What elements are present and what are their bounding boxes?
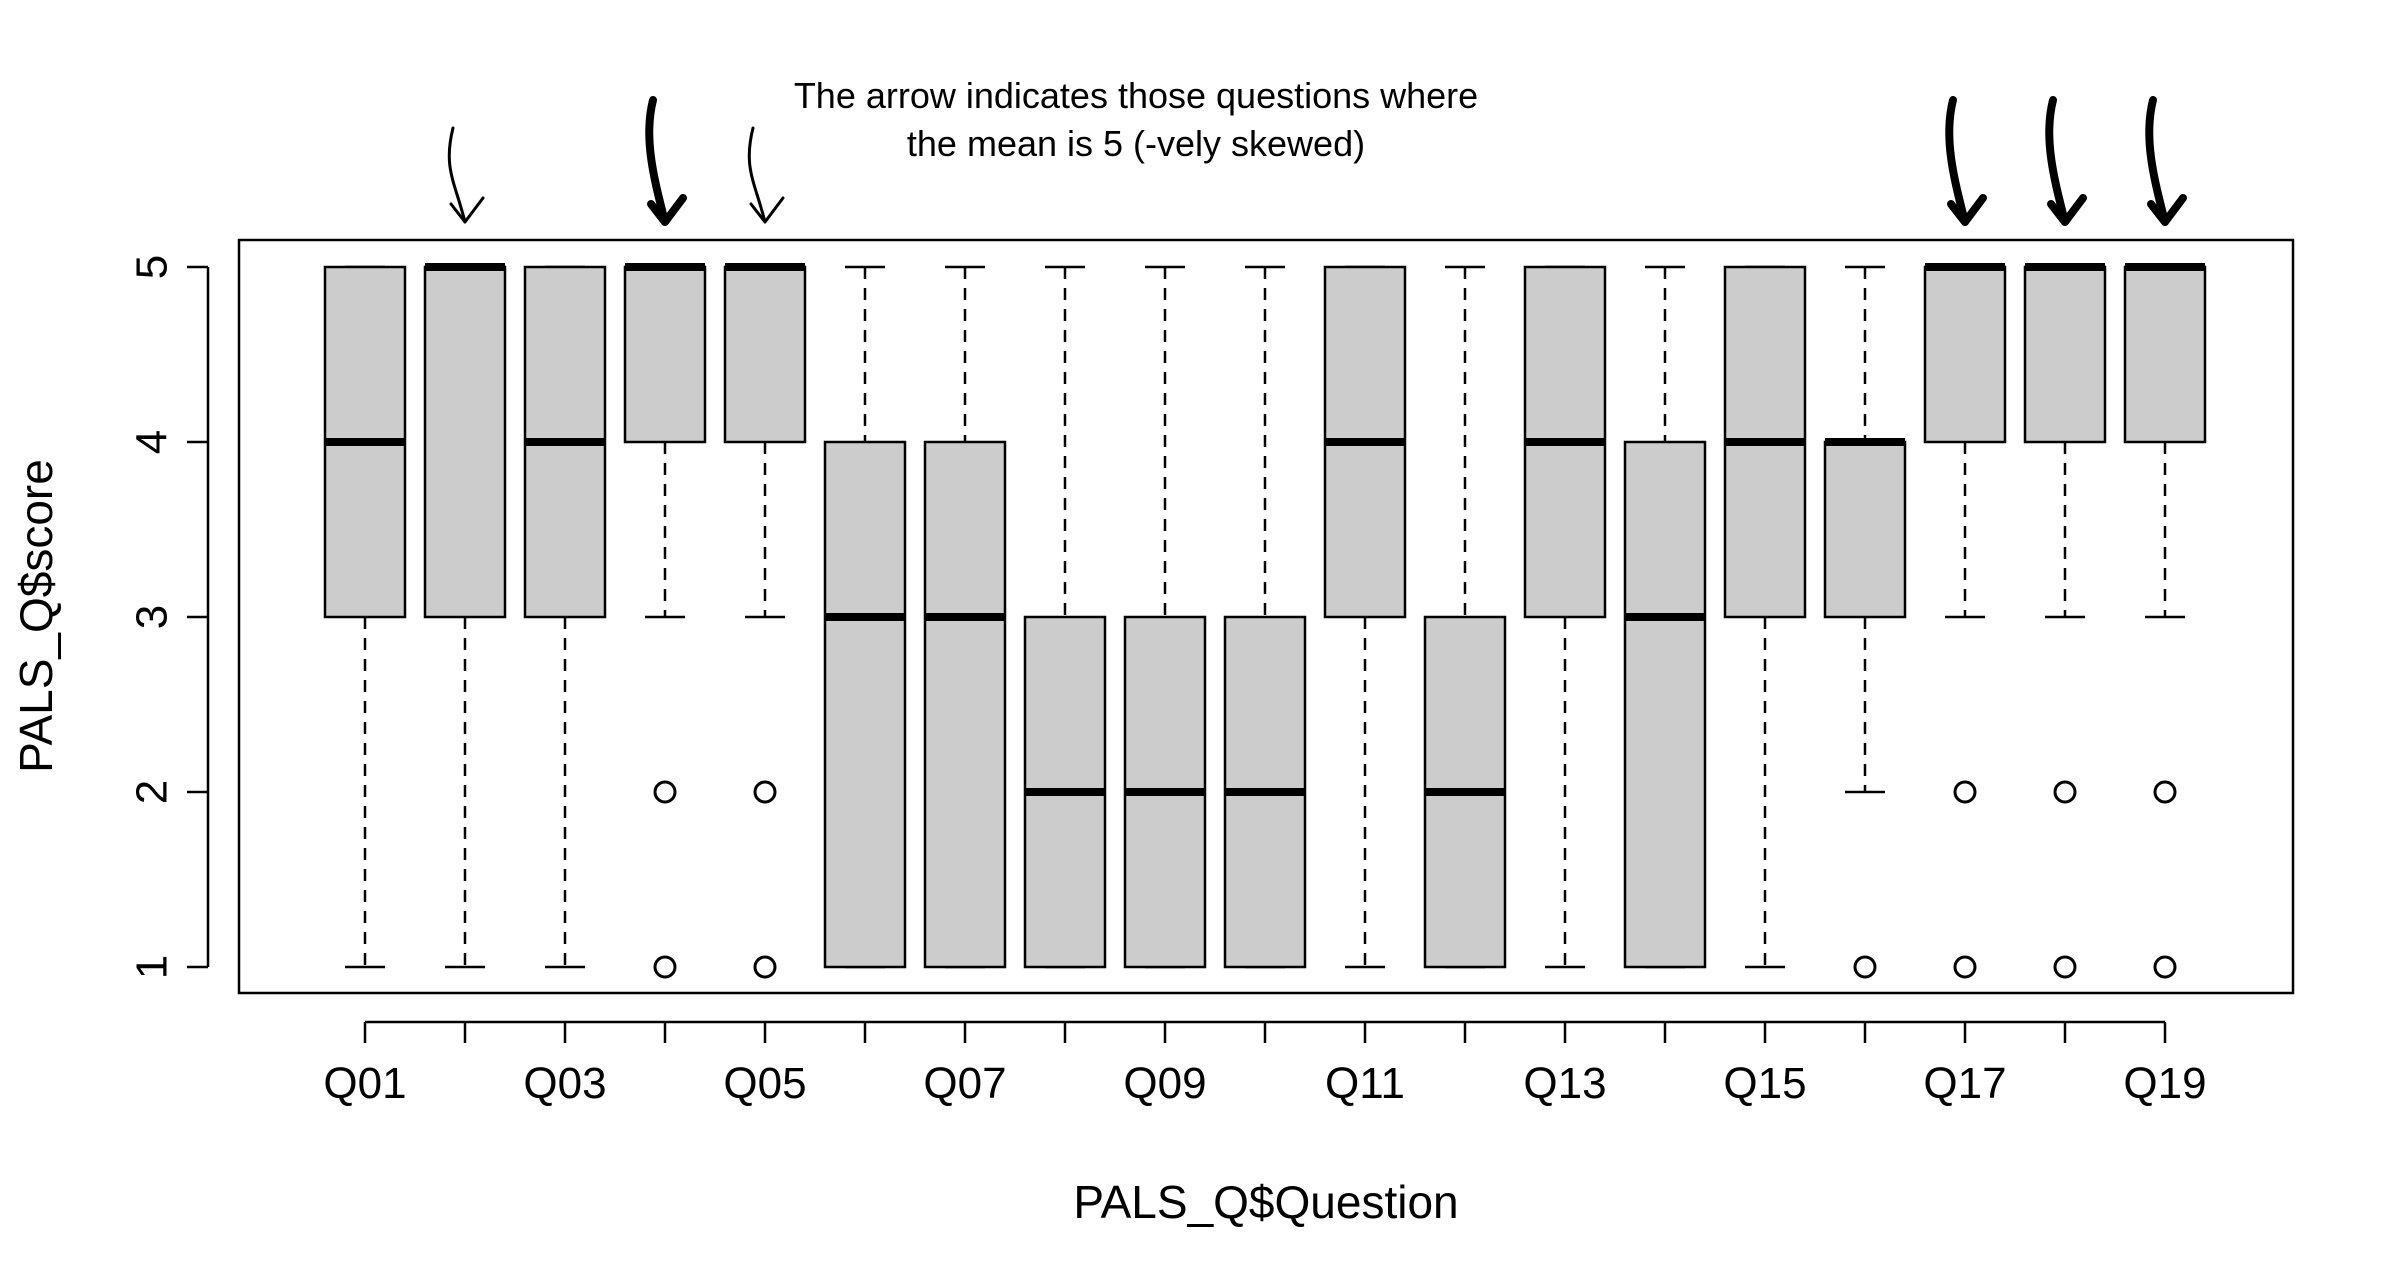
annotation-line-2: the mean is 5 (-vely skewed): [907, 123, 1365, 164]
outlier-point: [1953, 780, 1977, 804]
box-iqr: [923, 440, 1007, 969]
box-iqr: [1823, 440, 1907, 619]
outlier-point: [1853, 955, 1877, 979]
box-q18: [2023, 263, 2107, 979]
outlier-point: [2053, 780, 2077, 804]
y-tick-label: 2: [128, 780, 177, 804]
x-tick-label: Q05: [723, 1059, 806, 1108]
arrow-q18: [2045, 96, 2087, 226]
x-tick-label: Q13: [1523, 1059, 1606, 1108]
box-q17: [1923, 263, 2007, 979]
box-iqr: [423, 265, 507, 619]
boxes-layer: [323, 263, 2207, 979]
box-iqr: [1623, 440, 1707, 969]
outlier-point: [2153, 955, 2177, 979]
y-tick-label: 1: [128, 955, 177, 979]
box-q15: [1723, 265, 1807, 969]
x-tick-label: Q09: [1123, 1059, 1206, 1108]
box-q13: [1523, 265, 1607, 969]
arrow-head: [1947, 194, 1987, 226]
box-q01: [323, 265, 407, 969]
y-axis-title: PALS_Q$score: [10, 459, 62, 773]
arrow-head: [2147, 194, 2187, 226]
arrow-shaft: [1945, 96, 1969, 226]
box-q19: [2123, 263, 2207, 979]
box-q07: [923, 265, 1007, 969]
x-tick-label: Q19: [2123, 1059, 2206, 1108]
box-q10: [1223, 265, 1307, 969]
arrows-layer: [447, 96, 2187, 226]
arrow-head: [647, 194, 687, 226]
arrow-shaft: [2045, 96, 2069, 226]
box-q14: [1623, 265, 1707, 969]
box-q06: [823, 265, 907, 969]
box-iqr: [2123, 265, 2207, 444]
arrow-head: [2047, 194, 2087, 226]
box-q02: [423, 263, 507, 969]
arrow-q05: [747, 126, 785, 224]
box-q04: [623, 263, 707, 979]
box-iqr: [623, 265, 707, 444]
box-q03: [523, 265, 607, 969]
y-tick-label: 4: [128, 430, 177, 454]
annotation-line-1: The arrow indicates those questions wher…: [794, 75, 1478, 116]
arrow-shaft: [447, 126, 467, 224]
x-tick-label: Q03: [523, 1059, 606, 1108]
box-iqr: [1923, 265, 2007, 444]
x-tick-label: Q07: [923, 1059, 1006, 1108]
box-q08: [1023, 265, 1107, 969]
outlier-point: [753, 780, 777, 804]
arrow-shaft: [747, 126, 767, 224]
arrow-shaft: [645, 96, 669, 226]
outlier-point: [2153, 780, 2177, 804]
box-iqr: [823, 440, 907, 969]
y-axis: 1 2 3 4 5: [128, 255, 210, 979]
box-q05: [723, 263, 807, 979]
arrow-q02: [447, 126, 485, 224]
outlier-point: [2053, 955, 2077, 979]
box-q12: [1423, 265, 1507, 969]
box-iqr: [2023, 265, 2107, 444]
box-q11: [1323, 265, 1407, 969]
x-tick-label: Q17: [1923, 1059, 2006, 1108]
arrow-head: [449, 196, 485, 224]
x-tick-label: Q11: [1325, 1059, 1405, 1108]
box-q16: [1823, 265, 1907, 979]
y-tick-label: 5: [128, 255, 177, 279]
outlier-point: [753, 955, 777, 979]
outlier-point: [1953, 955, 1977, 979]
arrow-shaft: [2145, 96, 2169, 226]
arrow-q19: [2145, 96, 2187, 226]
x-tick-label: Q15: [1723, 1059, 1806, 1108]
arrow-head: [749, 196, 785, 224]
box-iqr: [723, 265, 807, 444]
y-tick-label: 3: [128, 605, 177, 629]
outlier-point: [653, 955, 677, 979]
x-axis-title: PALS_Q$Question: [1073, 1176, 1458, 1228]
x-axis: Q01 Q03 Q05 Q07 Q09 Q11 Q13 Q15 Q17 Q19: [323, 1020, 2207, 1108]
box-q09: [1123, 265, 1207, 969]
x-tick-label: Q01: [323, 1059, 406, 1108]
arrow-q04: [645, 96, 687, 226]
outlier-point: [653, 780, 677, 804]
arrow-q17: [1945, 96, 1987, 226]
plot-frame: [237, 238, 2295, 995]
